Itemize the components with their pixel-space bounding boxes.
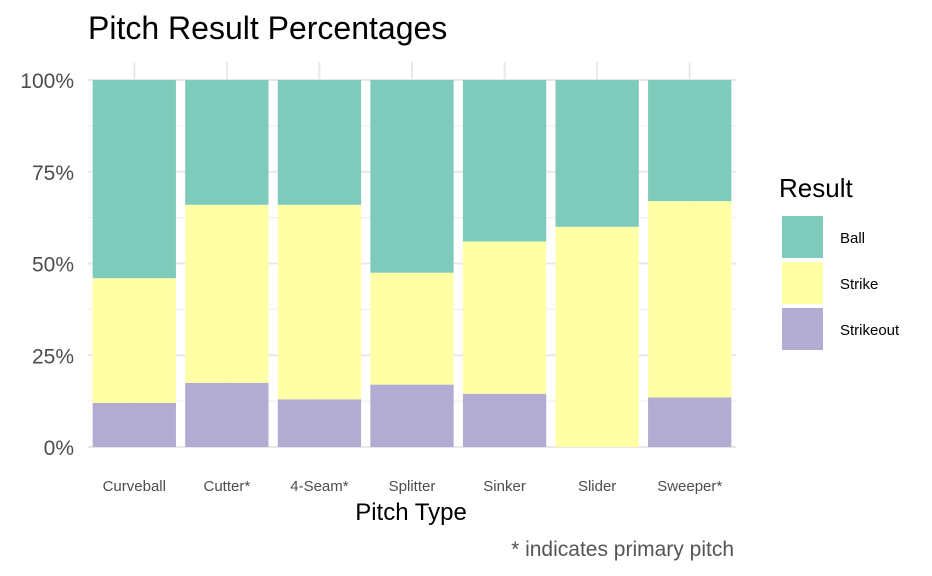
bar-segment-strike: [462, 241, 547, 394]
x-tick-label: Sweeper*: [657, 478, 722, 495]
bar-segment-ball: [370, 80, 454, 273]
bar-segment-strikeout: [92, 402, 176, 447]
bar-segment-ball: [92, 80, 176, 279]
y-axis-tick-labels: 0% 25% 50% 75% 100%: [20, 70, 74, 460]
legend-swatch-ball: [782, 216, 823, 258]
y-tick-label: 50%: [32, 254, 74, 277]
bar-segment-ball: [277, 80, 362, 205]
x-axis-tick-labels: Curveball Cutter* 4-Seam* Splitter Sinker Sli…: [103, 478, 723, 495]
legend-title: Result: [779, 173, 853, 203]
chart-title: Pitch Result Percentages: [88, 10, 447, 46]
legend-label: Strikeout: [840, 322, 900, 339]
y-tick-label: 25%: [32, 345, 74, 368]
bar-segment-strikeout: [277, 399, 362, 447]
chart-caption: * indicates primary pitch: [511, 538, 734, 561]
bar-stacks: [92, 80, 732, 447]
legend-swatch-strikeout: [782, 308, 823, 350]
y-tick-label: 100%: [20, 70, 74, 93]
bar-segment-ball: [648, 80, 732, 202]
bar-segment-ball: [462, 80, 547, 242]
x-tick-label: Curveball: [103, 478, 166, 495]
x-tick-label: Sinker: [483, 478, 526, 495]
bar-segment-strike: [648, 201, 732, 398]
x-tick-label: Cutter*: [204, 478, 251, 495]
bar-segment-strikeout: [370, 384, 454, 447]
bar-segment-strike: [555, 226, 639, 447]
x-tick-label: Slider: [578, 478, 616, 495]
x-tick-label: 4-Seam*: [290, 478, 349, 495]
legend-label: Strike: [840, 276, 878, 293]
bar-segment-strike: [92, 278, 176, 403]
bar-segment-strike: [185, 204, 269, 383]
y-tick-label: 75%: [32, 162, 74, 185]
bar-segment-ball: [555, 80, 639, 227]
bar-segment-strike: [277, 204, 362, 400]
x-tick-label: Splitter: [389, 478, 436, 495]
bar-segment-strikeout: [648, 397, 732, 447]
bar-segment-strike: [370, 272, 454, 385]
legend: Result Ball Strike Strikeout: [779, 173, 900, 350]
bar-segment-ball: [185, 80, 269, 205]
bar-segment-strikeout: [462, 393, 547, 447]
legend-swatch-strike: [782, 262, 823, 304]
y-tick-label: 0%: [44, 437, 74, 460]
bar-segment-strikeout: [185, 382, 269, 447]
legend-label: Ball: [840, 230, 865, 247]
x-axis-label: Pitch Type: [355, 499, 467, 526]
